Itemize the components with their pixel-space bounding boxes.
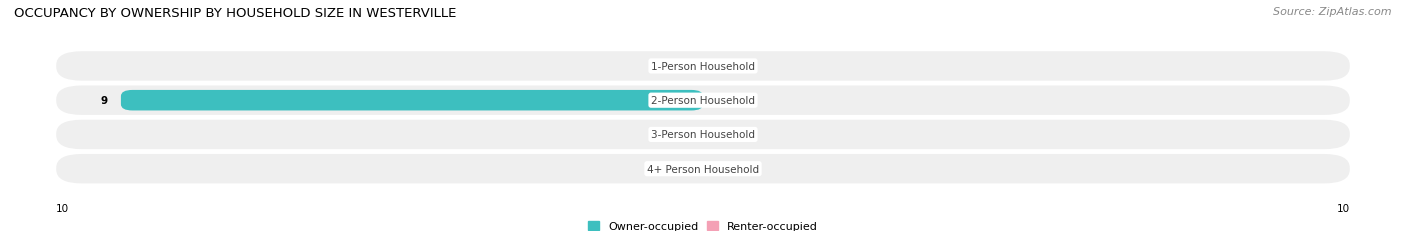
FancyBboxPatch shape <box>56 86 1350 116</box>
Text: 0: 0 <box>716 96 723 106</box>
FancyBboxPatch shape <box>56 120 1350 149</box>
FancyBboxPatch shape <box>56 154 1350 184</box>
Text: 1-Person Household: 1-Person Household <box>651 62 755 72</box>
Text: 4+ Person Household: 4+ Person Household <box>647 164 759 174</box>
Text: 10: 10 <box>56 203 69 213</box>
Legend: Owner-occupied, Renter-occupied: Owner-occupied, Renter-occupied <box>588 221 818 231</box>
Text: 3-Person Household: 3-Person Household <box>651 130 755 140</box>
Text: 0: 0 <box>716 62 723 72</box>
Text: 0: 0 <box>683 62 690 72</box>
Text: OCCUPANCY BY OWNERSHIP BY HOUSEHOLD SIZE IN WESTERVILLE: OCCUPANCY BY OWNERSHIP BY HOUSEHOLD SIZE… <box>14 7 457 20</box>
Text: 10: 10 <box>1337 203 1350 213</box>
FancyBboxPatch shape <box>121 91 703 111</box>
Text: 9: 9 <box>101 96 108 106</box>
Text: 0: 0 <box>683 130 690 140</box>
FancyBboxPatch shape <box>56 52 1350 81</box>
Text: 2-Person Household: 2-Person Household <box>651 96 755 106</box>
Text: 0: 0 <box>683 164 690 174</box>
Text: Source: ZipAtlas.com: Source: ZipAtlas.com <box>1274 7 1392 17</box>
Text: 0: 0 <box>716 164 723 174</box>
Text: 0: 0 <box>716 130 723 140</box>
